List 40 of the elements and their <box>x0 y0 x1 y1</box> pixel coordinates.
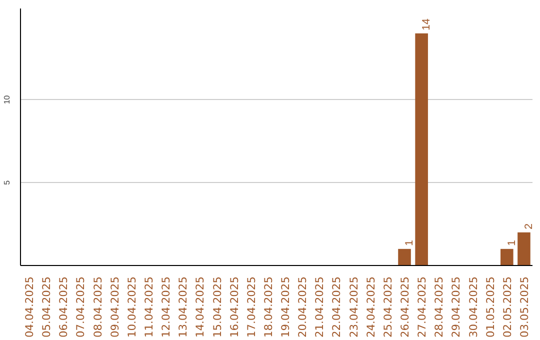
x-tick-label: 15.04.2025 <box>210 276 224 338</box>
bar <box>415 33 428 266</box>
x-tick-label: 20.04.2025 <box>296 276 310 338</box>
x-tick-label: 25.04.2025 <box>381 276 394 338</box>
x-tick-label: 16.04.2025 <box>228 276 241 338</box>
x-tick-label: 05.04.2025 <box>40 276 54 338</box>
x-tick-label: 23.04.2025 <box>347 276 360 338</box>
bar <box>398 248 411 266</box>
x-tick-label: 30.04.2025 <box>466 276 480 338</box>
y-tick-label: 5 <box>2 180 12 185</box>
x-tick-label: 14.04.2025 <box>194 276 207 338</box>
x-tick-label: 29.04.2025 <box>450 276 463 338</box>
x-tick-label: 21.04.2025 <box>313 276 326 338</box>
x-tick-label: 28.04.2025 <box>432 276 446 338</box>
x-tick-label: 12.04.2025 <box>160 276 173 338</box>
x-tick-label: 24.04.2025 <box>364 276 378 338</box>
x-tick-label: 09.04.2025 <box>108 276 122 338</box>
x-tick-label: 13.04.2025 <box>176 276 190 338</box>
data-label: 1 <box>404 240 416 246</box>
x-tick-label: 27.04.2025 <box>416 276 429 338</box>
bar <box>518 232 530 266</box>
data-label: 1 <box>506 240 518 246</box>
y-tick-label: 10 <box>2 94 12 104</box>
x-tick-label: 02.05.2025 <box>500 276 514 338</box>
x-tick-label: 07.04.2025 <box>74 276 88 338</box>
x-tick-label: 08.04.2025 <box>91 276 104 338</box>
x-tick-label: 18.04.2025 <box>262 276 275 338</box>
x-tick-label: 03.05.2025 <box>518 276 531 338</box>
x-tick-label: 22.04.2025 <box>330 276 344 338</box>
x-tick-label: 19.04.2025 <box>279 276 292 338</box>
x-tick-label: 06.04.2025 <box>57 276 70 338</box>
x-tick-label: 11.04.2025 <box>142 276 156 338</box>
x-tick-label: 26.04.2025 <box>398 276 412 338</box>
x-tick-label: 17.04.2025 <box>244 276 258 338</box>
data-label: 14 <box>420 18 433 30</box>
x-tick-label: 04.04.2025 <box>23 276 36 338</box>
x-tick-label: 01.05.2025 <box>484 276 497 338</box>
data-label: 2 <box>522 223 535 230</box>
bar <box>500 248 514 266</box>
x-tick-label: 10.04.2025 <box>125 276 138 338</box>
